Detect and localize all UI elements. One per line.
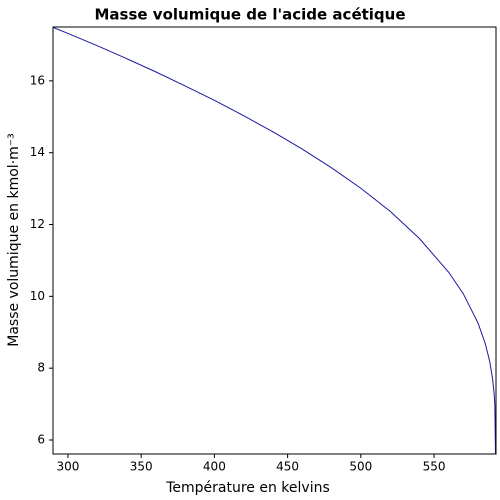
- x-tick-label: 450: [276, 460, 299, 474]
- x-tick-label: 400: [203, 460, 226, 474]
- x-axis-label: Température en kelvins: [165, 480, 330, 496]
- y-tick-label: 10: [30, 289, 45, 303]
- y-tick-label: 16: [30, 73, 45, 87]
- chart-title: Masse volumique de l'acide acétique: [94, 6, 405, 24]
- data-line: [52, 26, 496, 455]
- x-tick-label: 500: [349, 460, 372, 474]
- y-axis-label: Masse volumique en kmol·m⁻³: [6, 133, 22, 347]
- y-tick-label: 14: [30, 145, 45, 159]
- y-tick-label: 12: [30, 217, 45, 231]
- x-tick-label: 300: [56, 460, 79, 474]
- y-tick-label: 6: [37, 432, 45, 446]
- x-tick-label: 550: [423, 460, 446, 474]
- x-tick-label: 350: [130, 460, 153, 474]
- plot-frame: [52, 26, 497, 455]
- y-tick-label: 8: [37, 361, 45, 375]
